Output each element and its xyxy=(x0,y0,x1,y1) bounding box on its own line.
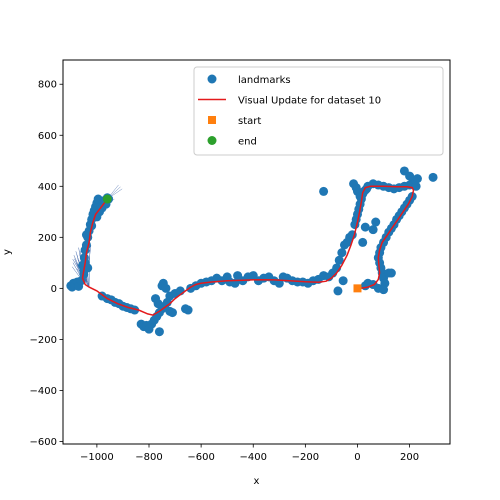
legend-marker xyxy=(207,136,217,145)
y-tick-label: −600 xyxy=(30,437,57,448)
plot-marks xyxy=(66,166,438,337)
y-tick-label: 800 xyxy=(38,80,57,91)
x-tick-label: −600 xyxy=(187,452,214,463)
landmark-point xyxy=(183,305,193,315)
legend-label: Visual Update for dataset 10 xyxy=(238,96,381,107)
y-tick-label: −200 xyxy=(30,335,57,346)
legend-marker xyxy=(208,116,216,124)
landmark-point xyxy=(337,248,347,258)
trajectory-line xyxy=(81,185,415,316)
y-tick-label: 400 xyxy=(38,182,57,193)
plot-area xyxy=(66,166,438,337)
landmark-point xyxy=(83,263,93,273)
y-tick-label: −400 xyxy=(30,386,57,397)
legend-label: landmarks xyxy=(238,75,291,86)
landmark-point xyxy=(334,255,344,265)
end-marker xyxy=(102,194,112,204)
landmark-point xyxy=(368,225,378,235)
x-tick-label: −200 xyxy=(292,452,319,463)
start-marker xyxy=(353,284,362,293)
axis-ticks: −1000 −800 −600 −400 −200 0 200 −600 −400 −200 0 20… xyxy=(30,80,420,463)
axes-frame xyxy=(62,59,451,445)
legend: landmarks Visual Update for dataset 10 sta… xyxy=(193,66,444,156)
landmark-point xyxy=(399,166,409,176)
x-axis-label: x xyxy=(254,476,260,487)
landmark-point xyxy=(371,217,381,227)
landmark-point xyxy=(412,174,422,184)
landmark-point xyxy=(411,181,421,191)
landmark-point xyxy=(151,294,161,304)
x-tick-label: 0 xyxy=(354,452,360,463)
legend-marker xyxy=(207,74,217,84)
landmark-point xyxy=(428,172,438,182)
landmark-point xyxy=(81,230,91,240)
landmark-point xyxy=(379,285,389,295)
landmark-point xyxy=(386,268,396,278)
landmark-point xyxy=(319,186,329,196)
y-axis-label: y xyxy=(2,249,13,255)
landmark-point xyxy=(154,327,164,337)
y-tick-label: 600 xyxy=(38,131,57,142)
landmark-point xyxy=(360,281,370,291)
landmark-point xyxy=(161,283,171,293)
landmark-point xyxy=(333,286,343,296)
landmark-point xyxy=(358,237,368,247)
x-tick-label: −1000 xyxy=(80,452,114,463)
x-tick-label: −800 xyxy=(135,452,162,463)
landmark-point xyxy=(360,222,370,232)
y-tick-label: 0 xyxy=(51,284,57,295)
landmark-point xyxy=(167,308,177,318)
landmark-point xyxy=(338,276,348,286)
legend-label: end xyxy=(238,137,257,148)
legend-frame xyxy=(193,66,444,156)
y-tick-label: 200 xyxy=(38,233,57,244)
x-tick-label: 200 xyxy=(400,452,419,463)
x-tick-label: −400 xyxy=(240,452,267,463)
legend-label: start xyxy=(238,116,261,127)
